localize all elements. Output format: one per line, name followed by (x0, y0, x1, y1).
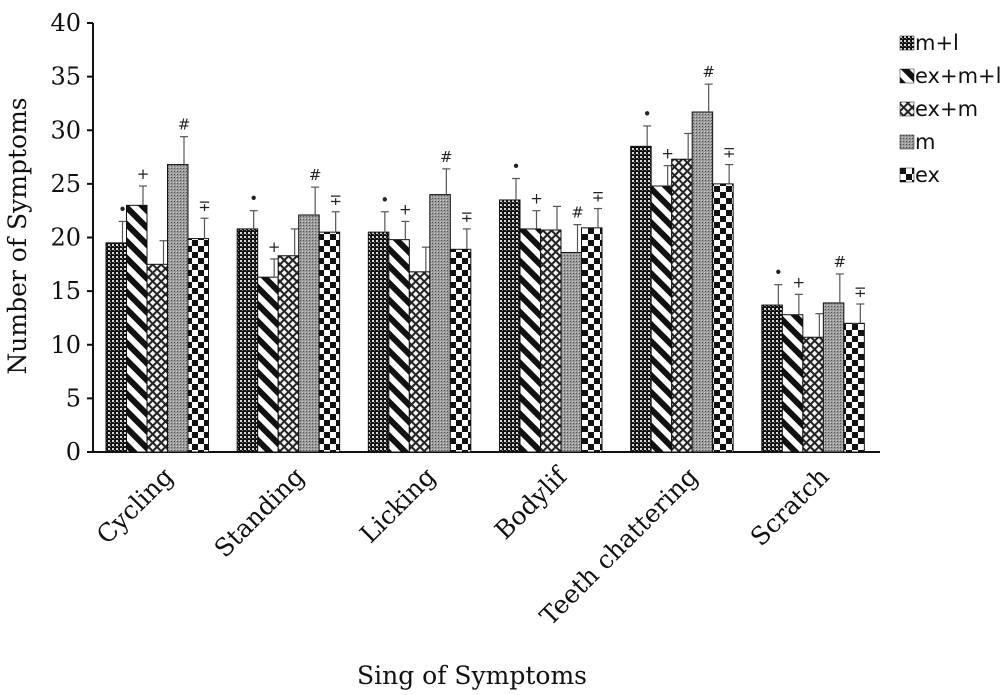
y-tick-label: 10 (50, 331, 81, 359)
category-label: Bodylif (489, 461, 574, 546)
bar-ex-m-l-bodylif (519, 228, 541, 453)
significance-marker: + (530, 190, 543, 208)
y-axis-title: Number of Symptoms (3, 97, 32, 374)
bar-m-l-standing (236, 228, 259, 453)
significance-marker: • (249, 190, 258, 208)
y-tick-label: 20 (50, 224, 81, 252)
legend-swatch (899, 35, 915, 51)
significance-marker: • (643, 105, 652, 123)
y-tick-label: 0 (66, 438, 81, 466)
category-label: Scratch (745, 462, 835, 552)
bar-ex-scratch (843, 322, 865, 453)
bar-ex-m-standing (277, 255, 300, 453)
bar-ex-m-scratch (802, 336, 824, 453)
y-tick-label: 15 (50, 277, 81, 305)
bar-ex-m-l-teeth-chattering (650, 185, 673, 453)
significance-marker: • (380, 191, 389, 209)
legend-swatch (899, 134, 915, 150)
y-tick-label: 25 (50, 170, 81, 198)
bar-ex-licking (449, 248, 472, 453)
category-label: Licking (354, 462, 441, 549)
legend-label: ex (915, 163, 940, 187)
bar-ex-m-cycling (146, 263, 168, 453)
significance-marker: • (512, 158, 521, 176)
category-label: Cycling (91, 462, 179, 550)
x-axis-title: Sing of Symptoms (357, 661, 587, 690)
bar-ex-m-l-licking (388, 239, 410, 453)
y-tick-label: 35 (50, 63, 81, 91)
significance-marker: ∓ (723, 144, 736, 162)
bar-m-l-teeth-chattering (630, 145, 652, 453)
significance-marker: ∓ (329, 191, 342, 209)
legend-label: ex+m+l (915, 64, 1000, 88)
category-label: Standing (209, 462, 310, 563)
bar-m-licking (429, 194, 451, 453)
bar-m-teeth-chattering (691, 111, 714, 453)
bar-ex-m-l-cycling (126, 204, 148, 453)
y-tick-label: 5 (66, 384, 81, 412)
bar-m-standing (298, 214, 320, 453)
significance-marker: ∓ (854, 283, 867, 301)
significance-marker: # (178, 116, 191, 134)
bar-ex-m-bodylif (540, 229, 562, 453)
legend-swatch (899, 68, 915, 84)
bar-m-l-licking (367, 231, 390, 453)
bar-ex-cycling (187, 238, 209, 453)
significance-marker: ∓ (461, 208, 474, 226)
significance-marker: # (571, 204, 584, 222)
significance-marker: # (702, 63, 715, 81)
bar-m-l-scratch (761, 304, 783, 453)
significance-marker: + (137, 165, 150, 183)
bar-m-l-bodylif (499, 199, 521, 453)
bar-m-bodylif (560, 252, 582, 453)
legend-label: m (915, 130, 935, 154)
bar-ex-m-l-standing (257, 276, 279, 453)
bar-ex-m-licking (408, 271, 431, 453)
bar-ex-standing (318, 231, 341, 453)
plot-area: 0 5 10 15 20 25 30 35 40 • + # ∓ Cycling • + # ∓ Standing •… (50, 9, 880, 631)
bar-ex-bodylif (581, 227, 603, 453)
bar-ex-teeth-chattering (712, 183, 734, 453)
significance-marker: # (309, 166, 322, 184)
significance-marker: • (774, 264, 783, 282)
y-tick-label: 40 (50, 9, 81, 37)
significance-marker: + (268, 238, 281, 256)
significance-marker: • (118, 200, 127, 218)
significance-marker: # (834, 253, 847, 271)
bar-ex-m-teeth-chattering (671, 158, 693, 453)
significance-marker: + (793, 273, 806, 291)
bar-m-l-cycling (105, 242, 127, 453)
bar-m-cycling (167, 164, 189, 453)
significance-marker: + (399, 200, 412, 218)
legend-label: ex+m (915, 97, 978, 121)
bar-ex-m-l-scratch (781, 314, 804, 453)
legend-label: m+l (915, 31, 959, 55)
bar-m-scratch (822, 302, 845, 453)
legend: m+l ex+m+l ex+m m ex (899, 31, 1000, 187)
legend-swatch (899, 101, 915, 117)
y-tick-label: 30 (50, 116, 81, 144)
significance-marker: ∓ (592, 188, 605, 206)
legend-swatch (899, 167, 915, 183)
significance-marker: # (440, 148, 453, 166)
significance-marker: ∓ (198, 197, 211, 215)
significance-marker: + (661, 145, 674, 163)
